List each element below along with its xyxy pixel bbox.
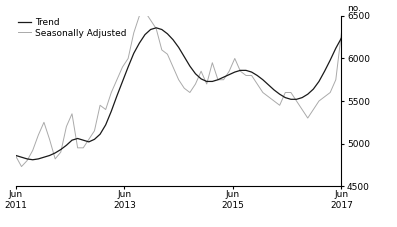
Seasonally Adjusted bbox=[260, 91, 265, 94]
Trend bbox=[13, 154, 18, 157]
Trend bbox=[69, 139, 74, 141]
Text: no.: no. bbox=[347, 4, 361, 13]
Seasonally Adjusted bbox=[30, 149, 35, 152]
Seasonally Adjusted bbox=[53, 158, 58, 160]
Trend bbox=[103, 123, 108, 126]
Trend bbox=[154, 26, 158, 29]
Seasonally Adjusted bbox=[69, 112, 74, 115]
Seasonally Adjusted bbox=[13, 155, 18, 158]
Trend bbox=[53, 152, 58, 154]
Seasonally Adjusted bbox=[103, 108, 108, 111]
Trend bbox=[25, 158, 29, 160]
Line: Seasonally Adjusted: Seasonally Adjusted bbox=[16, 12, 341, 167]
Trend bbox=[30, 158, 35, 161]
Trend bbox=[339, 37, 344, 39]
Trend bbox=[193, 72, 198, 75]
Seasonally Adjusted bbox=[143, 10, 147, 13]
Seasonally Adjusted bbox=[193, 83, 198, 85]
Trend bbox=[260, 78, 265, 81]
Line: Trend: Trend bbox=[16, 28, 341, 160]
Seasonally Adjusted bbox=[339, 32, 344, 34]
Seasonally Adjusted bbox=[19, 165, 24, 168]
Legend: Trend, Seasonally Adjusted: Trend, Seasonally Adjusted bbox=[18, 18, 126, 37]
